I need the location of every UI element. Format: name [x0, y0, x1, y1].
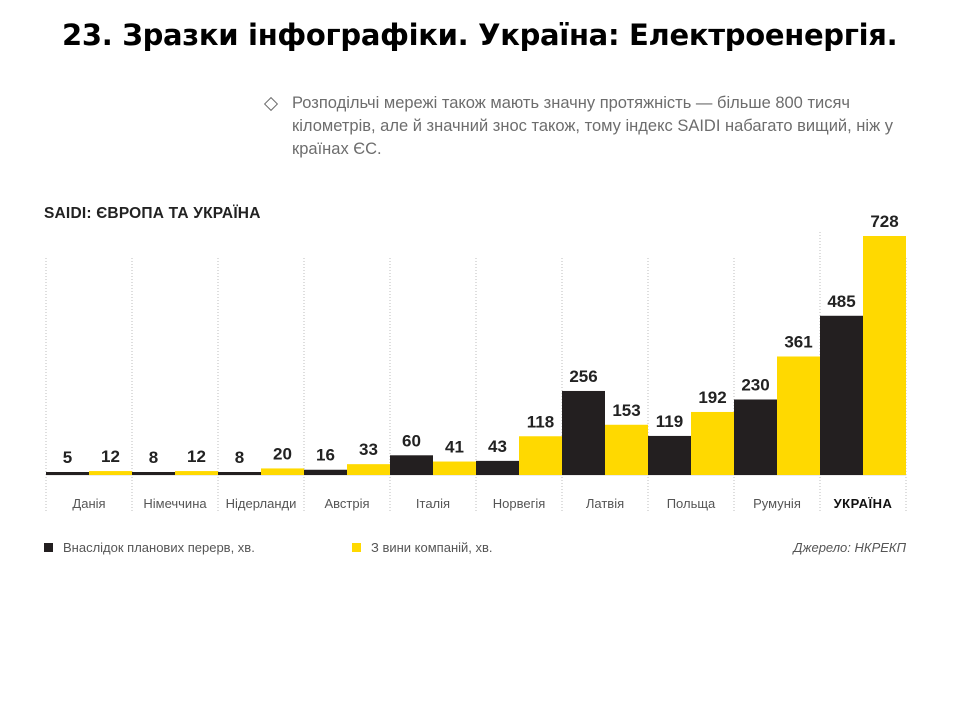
- legend-swatch-company: [352, 543, 361, 552]
- data-label: 485: [827, 292, 855, 311]
- data-label: 728: [870, 212, 898, 231]
- bar-planned: [648, 435, 691, 475]
- x-tick-label: Данія: [72, 496, 105, 511]
- bar-planned: [46, 472, 89, 475]
- bar-company: [691, 411, 734, 475]
- bar-planned: [476, 460, 519, 475]
- bar-company: [175, 471, 218, 475]
- note-text: Розподільчі мережі також мають значну пр…: [292, 94, 893, 158]
- x-tick-label: Нідерланди: [226, 496, 297, 511]
- bar-company: [89, 471, 132, 475]
- x-tick-label: Німеччина: [143, 496, 207, 511]
- legend-label-planned: Внаслідок планових перерв, хв.: [63, 540, 255, 555]
- legend: Внаслідок планових перерв, хв. З вини ко…: [44, 540, 906, 560]
- data-label: 8: [149, 448, 158, 467]
- legend-label-company: З вини компаній, хв.: [371, 540, 493, 555]
- data-label: 43: [488, 437, 507, 456]
- slide-title: 23. Зразки інфографіки. Україна: Електро…: [62, 18, 898, 52]
- data-label: 256: [569, 367, 597, 386]
- x-tick-label: Італія: [416, 496, 450, 511]
- bar-planned: [304, 469, 347, 475]
- x-tick-label: Латвія: [586, 496, 624, 511]
- bar-planned: [820, 315, 863, 475]
- data-label: 41: [445, 438, 464, 457]
- source-note: Джерело: НКРЕКП: [793, 540, 906, 555]
- data-label: 192: [698, 388, 726, 407]
- data-label: 119: [656, 412, 683, 431]
- bar-company: [433, 461, 476, 475]
- note: Розподільчі мережі також мають значну пр…: [263, 92, 914, 161]
- bar-planned: [562, 390, 605, 475]
- bar-planned: [734, 399, 777, 475]
- legend-swatch-planned: [44, 543, 53, 552]
- data-label: 33: [359, 440, 378, 459]
- data-label: 118: [527, 412, 554, 431]
- bar-company: [777, 356, 820, 475]
- bar-company: [519, 436, 562, 475]
- data-label: 230: [741, 375, 769, 394]
- data-label: 12: [101, 447, 120, 466]
- data-label: 5: [63, 448, 72, 467]
- data-label: 20: [273, 444, 292, 463]
- legend-item-company: З вини компаній, хв.: [352, 540, 493, 555]
- bar-planned: [218, 472, 261, 475]
- x-tick-label: Польща: [667, 496, 716, 511]
- data-label: 8: [235, 448, 244, 467]
- data-label: 16: [316, 446, 335, 465]
- chart-title: SAIDI: ЄВРОПА ТА УКРАЇНА: [44, 205, 261, 222]
- data-label: 60: [402, 431, 421, 450]
- data-label: 361: [784, 332, 812, 351]
- bar-company: [261, 468, 304, 475]
- x-tick-label: Румунія: [753, 496, 801, 511]
- data-label: 153: [612, 401, 640, 420]
- bar-planned: [390, 455, 433, 475]
- x-tick-label: Норвегія: [493, 496, 546, 511]
- legend-item-planned: Внаслідок планових перерв, хв.: [44, 540, 255, 555]
- x-tick-label: Австрія: [324, 496, 369, 511]
- bar-planned: [132, 472, 175, 475]
- bar-company: [605, 424, 648, 475]
- bar-company: [347, 464, 390, 475]
- bar-company: [863, 236, 906, 475]
- data-label: 12: [187, 447, 206, 466]
- x-tick-label: УКРАЇНА: [834, 496, 893, 511]
